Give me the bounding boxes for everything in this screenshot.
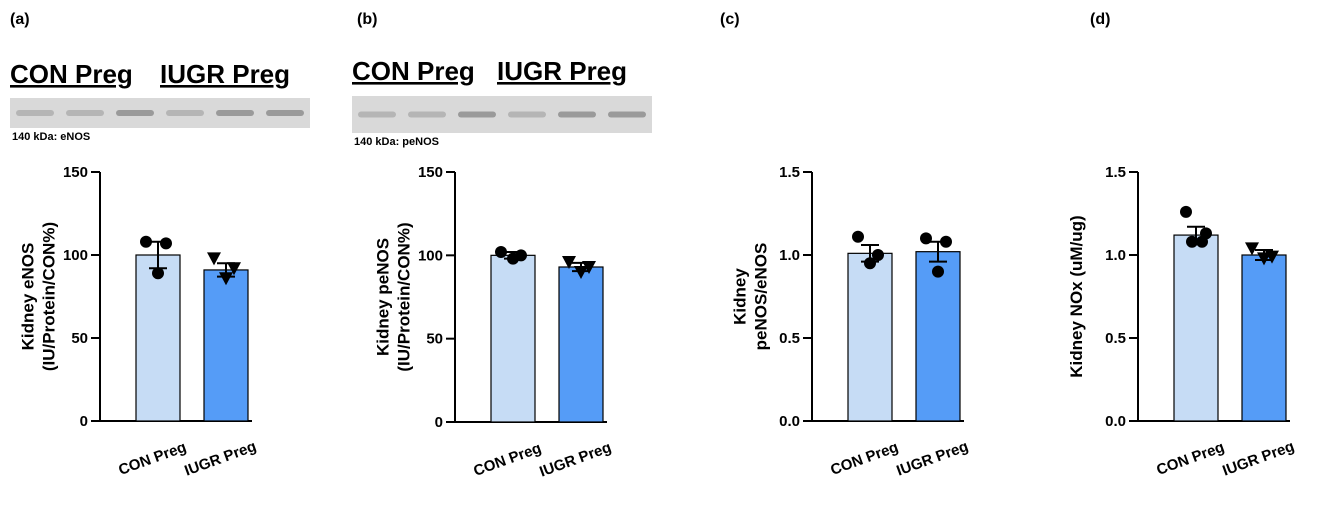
blot-caption: 140 kDa: eNOS: [12, 131, 90, 143]
data-point: [495, 246, 507, 258]
y-axis-label-line: peNOS/eNOS: [752, 243, 771, 351]
blot-band: [266, 110, 304, 116]
data-point: [1180, 206, 1192, 218]
blot-band: [558, 112, 596, 118]
data-point: [160, 237, 172, 249]
blot-band: [358, 112, 396, 118]
blot-image: [10, 98, 310, 128]
x-tick-label: CON Preg: [471, 440, 543, 480]
y-tick-label: 1.5: [779, 164, 800, 181]
blot-header: CON Preg: [352, 56, 475, 86]
data-point: [940, 236, 952, 248]
data-point: [852, 231, 864, 243]
y-tick-label: 1.5: [1105, 164, 1126, 181]
blot-band: [216, 110, 254, 116]
x-tick-label: IUGR Preg: [537, 439, 613, 481]
blot-band: [166, 110, 204, 116]
y-tick-label: 150: [63, 164, 88, 181]
y-tick-label: 0.0: [1105, 413, 1126, 430]
data-point: [864, 257, 876, 269]
y-tick-label: 0.5: [1105, 330, 1126, 347]
y-tick-label: 50: [426, 331, 443, 348]
blot-band: [16, 110, 54, 116]
bar: [1242, 255, 1286, 421]
y-axis-label-line: (IU/Protein/CON%): [395, 222, 414, 371]
data-point: [140, 236, 152, 248]
blot-header: IUGR Preg: [160, 59, 290, 89]
x-tick-label: IUGR Preg: [894, 438, 970, 480]
y-axis-label-line: (IU/Protein/CON%): [40, 222, 59, 371]
blot-image: [352, 96, 652, 133]
blot-band: [458, 112, 496, 118]
y-tick-label: 0: [435, 414, 443, 431]
y-tick-label: 1.0: [779, 247, 800, 264]
y-axis-label-line: Kidney peNOS: [374, 238, 393, 356]
y-axis-label: Kidney peNOS(IU/Protein/CON%): [374, 222, 414, 371]
x-tick-label: IUGR Preg: [1220, 438, 1296, 480]
y-axis-label-line: Kidney NOx (uM/ug): [1067, 215, 1086, 377]
bar: [559, 267, 603, 422]
x-tick-label: CON Preg: [116, 439, 188, 479]
blot-band: [608, 112, 646, 118]
panel-label: (b): [357, 11, 377, 28]
bar: [136, 255, 180, 421]
blot-header: IUGR Preg: [497, 56, 627, 86]
figure: (a)CON PregIUGR Preg140 kDa: eNOS0501001…: [0, 0, 1327, 507]
x-tick-label: CON Preg: [1154, 439, 1226, 479]
data-point: [152, 267, 164, 279]
data-point: [932, 266, 944, 278]
blot-band: [66, 110, 104, 116]
bar: [491, 255, 535, 422]
y-axis-label: Kidney NOx (uM/ug): [1067, 215, 1086, 377]
data-point: [920, 232, 932, 244]
y-tick-label: 100: [63, 247, 88, 264]
y-tick-label: 50: [71, 330, 88, 347]
y-tick-label: 100: [418, 247, 443, 264]
data-point: [1196, 236, 1208, 248]
blot-band: [408, 112, 446, 118]
y-tick-label: 150: [418, 164, 443, 181]
panel-label: (c): [720, 11, 740, 28]
blot-caption: 140 kDa: peNOS: [354, 136, 439, 148]
blot-band: [116, 110, 154, 116]
y-axis-label-line: Kidney: [731, 268, 750, 325]
y-axis-label: Kidney eNOS(IU/Protein/CON%): [19, 222, 59, 371]
bar: [848, 253, 892, 421]
y-tick-label: 0.5: [779, 330, 800, 347]
x-tick-label: CON Preg: [828, 439, 900, 479]
data-point: [1245, 242, 1259, 255]
x-tick-label: IUGR Preg: [182, 438, 258, 480]
bar: [1174, 235, 1218, 421]
y-tick-label: 1.0: [1105, 247, 1126, 264]
panel-label: (d): [1090, 11, 1110, 28]
blot-header: CON Preg: [10, 59, 133, 89]
panel-label: (a): [10, 11, 30, 28]
y-tick-label: 0.0: [779, 413, 800, 430]
data-point: [507, 253, 519, 265]
bar: [204, 270, 248, 421]
y-tick-label: 0: [80, 413, 88, 430]
blot-band: [508, 112, 546, 118]
y-axis-label-line: Kidney eNOS: [19, 243, 38, 351]
